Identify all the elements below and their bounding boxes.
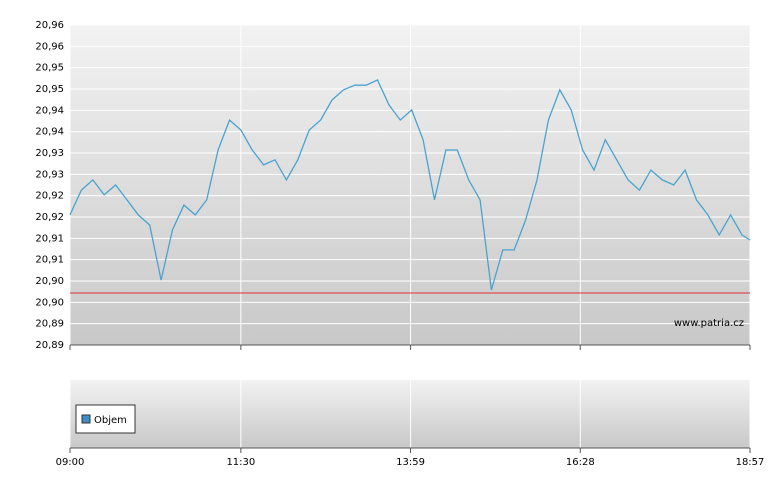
y-tick-label: 20,93 [35, 169, 64, 180]
legend-swatch [81, 414, 91, 424]
x-tick-label: 13:59 [396, 457, 425, 468]
y-tick-label: 20,96 [35, 41, 64, 52]
y-tick-label: 20,89 [35, 340, 64, 351]
x-tick-label: 18:57 [736, 457, 765, 468]
y-tick-label: 20,94 [35, 105, 64, 116]
x-tick-label: 09:00 [56, 457, 85, 468]
legend-label: Objem [94, 415, 127, 426]
volume-area [70, 380, 750, 448]
y-tick-label: 20,94 [35, 127, 64, 138]
watermark: www.patria.cz [674, 318, 744, 329]
x-tick-label: 16:28 [566, 457, 595, 468]
y-tick-label: 20,92 [35, 212, 64, 223]
x-tick-label: 11:30 [226, 457, 255, 468]
y-tick-label: 20,93 [35, 148, 64, 159]
y-tick-label: 20,95 [35, 63, 64, 74]
y-tick-label: 20,92 [35, 191, 64, 202]
y-tick-label: 20,95 [35, 84, 64, 95]
plot-area [70, 25, 750, 345]
y-tick-label: 20,90 [35, 276, 64, 287]
y-tick-label: 20,91 [35, 255, 64, 266]
y-tick-label: 20,96 [35, 20, 64, 31]
price-line [69, 79, 751, 291]
y-tick-label: 20,90 [35, 297, 64, 308]
y-tick-label: 20,91 [35, 233, 64, 244]
y-tick-label: 20,89 [35, 319, 64, 330]
